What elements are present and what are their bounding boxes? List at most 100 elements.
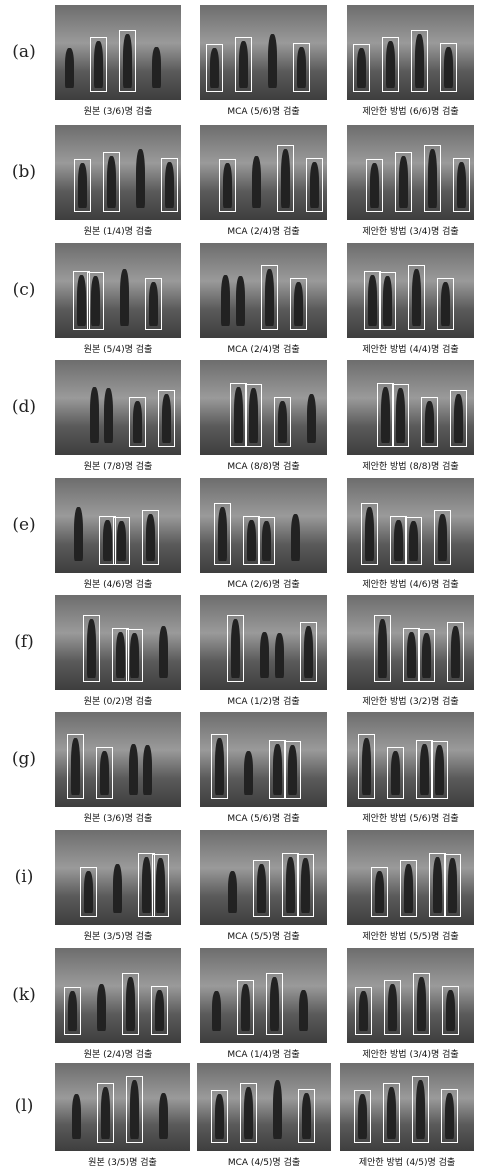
detection-box: [211, 1090, 228, 1143]
pedestrian: [65, 48, 74, 88]
detection-box: [418, 629, 435, 682]
photo: [200, 948, 327, 1043]
detection-box: [99, 516, 116, 565]
caption: 원본 (7/8)명 검출: [55, 459, 181, 472]
row-label: (l): [4, 1096, 44, 1116]
pedestrian: [120, 269, 129, 326]
detection-box: [230, 383, 247, 447]
row-label: (f): [4, 632, 44, 652]
detection-box: [450, 390, 467, 447]
detection-box: [277, 145, 294, 212]
detection-box: [214, 503, 231, 565]
detection-box: [142, 510, 159, 565]
detection-box: [453, 158, 470, 212]
pedestrian: [236, 276, 245, 326]
caption: 제안한 방법 (5/6)명 검출: [347, 811, 474, 824]
caption: MCA (5/6)명 검출: [200, 104, 327, 117]
caption: 제안한 방법 (4/5)명 검출: [340, 1155, 474, 1168]
caption: 원본 (1/4)명 검출: [55, 224, 181, 237]
caption: MCA (2/4)명 검출: [200, 224, 327, 237]
detection-box: [441, 1089, 458, 1143]
pedestrian: [72, 1094, 81, 1139]
detection-box: [298, 1089, 315, 1143]
detection-box: [145, 278, 162, 330]
detection-box: [371, 867, 388, 917]
detection-box: [429, 853, 446, 917]
pedestrian: [97, 984, 106, 1031]
photo: [347, 5, 474, 100]
photo: [347, 948, 474, 1043]
detection-box: [300, 622, 317, 682]
detection-box: [424, 145, 441, 212]
detection-box: [258, 517, 275, 565]
pedestrian: [291, 514, 300, 561]
detection-box: [306, 158, 323, 212]
detection-box: [379, 272, 396, 330]
photo: [55, 125, 181, 220]
detection-box: [64, 987, 81, 1035]
photo: [200, 125, 327, 220]
caption: 제안한 방법 (5/5)명 검출: [347, 929, 474, 942]
photo: [55, 595, 181, 690]
photo: [55, 1063, 190, 1151]
photo: [55, 360, 181, 455]
caption: 제안한 방법 (3/4)명 검출: [347, 224, 474, 237]
detection-box: [440, 43, 457, 92]
photo: [347, 830, 474, 925]
pedestrian: [275, 633, 284, 678]
detection-box: [161, 158, 178, 212]
caption: 원본 (3/5)명 검출: [55, 929, 181, 942]
photo: [347, 125, 474, 220]
detection-box: [211, 734, 228, 799]
pedestrian: [252, 156, 261, 208]
detection-box: [126, 1076, 143, 1143]
detection-box: [395, 152, 412, 212]
caption: MCA (5/6)명 검출: [200, 811, 327, 824]
detection-box: [237, 980, 254, 1035]
caption: MCA (1/4)명 검출: [200, 1047, 327, 1060]
detection-box: [421, 397, 438, 447]
pedestrian: [74, 507, 83, 561]
detection-box: [282, 853, 299, 917]
pedestrian: [212, 991, 221, 1031]
caption: MCA (1/2)명 검출: [200, 694, 327, 707]
photo: [200, 595, 327, 690]
detection-box: [269, 740, 286, 799]
photo: [347, 712, 474, 807]
caption: 제안한 방법 (4/6)명 검출: [347, 577, 474, 590]
caption: 원본 (4/6)명 검출: [55, 577, 181, 590]
photo: [55, 948, 181, 1043]
photo: [347, 478, 474, 573]
detection-box: [138, 853, 155, 917]
detection-box: [411, 30, 428, 92]
detection-box: [158, 390, 175, 447]
row-label: (d): [4, 397, 44, 417]
caption: MCA (2/6)명 검출: [200, 577, 327, 590]
detection-box: [355, 987, 372, 1035]
detection-box: [293, 43, 310, 92]
pedestrian: [143, 745, 152, 795]
detection-box: [97, 1083, 114, 1143]
photo: [200, 360, 327, 455]
photo: [55, 478, 181, 573]
detection-box: [444, 854, 461, 917]
detection-box: [358, 734, 375, 799]
row-label: (a): [4, 42, 44, 62]
pedestrian: [136, 149, 145, 208]
detection-box: [206, 44, 223, 92]
detection-box: [80, 867, 97, 917]
photo: [347, 360, 474, 455]
photo: [200, 830, 327, 925]
detection-box: [387, 747, 404, 799]
detection-box: [243, 516, 260, 565]
photo: [55, 243, 181, 338]
detection-box: [151, 986, 168, 1035]
detection-box: [416, 740, 433, 799]
pedestrian: [159, 1093, 168, 1139]
photo: [200, 5, 327, 100]
photo: [340, 1063, 474, 1151]
detection-box: [261, 265, 278, 330]
row-label: (e): [4, 515, 44, 535]
caption: 원본 (0/2)명 검출: [55, 694, 181, 707]
photo: [200, 243, 327, 338]
